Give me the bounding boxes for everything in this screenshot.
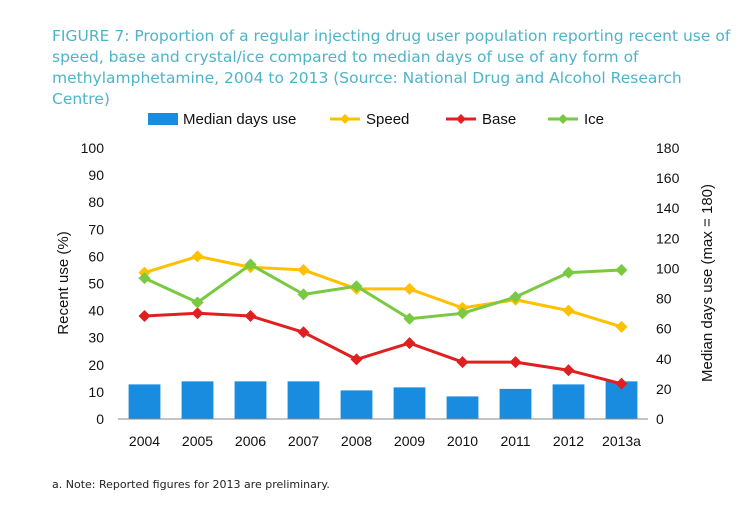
legend-label-speed: Speed	[366, 111, 409, 128]
point-ice	[297, 288, 310, 301]
point-base	[456, 356, 469, 369]
x-tick-label: 2006	[235, 433, 266, 449]
x-tick-label: 2008	[341, 433, 372, 449]
point-ice	[562, 266, 575, 279]
y2-tick-label: 60	[656, 321, 672, 337]
point-ice	[244, 258, 257, 271]
x-tick-label: 2009	[394, 433, 425, 449]
point-base	[138, 310, 151, 323]
point-ice	[403, 312, 416, 325]
line-series	[138, 250, 628, 390]
y2-tick-label: 40	[656, 351, 672, 367]
point-ice	[138, 272, 151, 285]
bar	[552, 384, 585, 419]
point-base	[509, 356, 522, 369]
y2-tick-label: 140	[656, 200, 680, 216]
legend-label-base: Base	[482, 111, 516, 128]
series-line-speed	[144, 254, 622, 329]
point-base	[562, 364, 575, 377]
point-ice	[615, 263, 628, 276]
y-tick-label: 70	[88, 221, 104, 237]
legend-swatch-median-days-use	[148, 113, 178, 125]
footnote: a. Note: Reported figures for 2013 are p…	[52, 478, 330, 491]
bar	[499, 388, 532, 419]
x-tick-label: 2012	[553, 433, 584, 449]
tick-labels: 0 10 20 30 40 50 60 70 80 90 100 0 20 40 60 80 100 120 140…	[81, 140, 680, 449]
point-ice	[191, 296, 204, 309]
point-speed	[615, 320, 628, 333]
y-tick-label: 30	[88, 330, 104, 346]
x-tick-label: 2005	[182, 433, 213, 449]
legend-label-ice: Ice	[584, 111, 604, 128]
y-tick-label: 10	[88, 384, 104, 400]
series-line-ice	[143, 263, 622, 321]
bar	[181, 381, 214, 419]
y-tick-label: 90	[88, 167, 104, 183]
y2-tick-label: 0	[656, 411, 664, 427]
legend: Median days use Speed Base Ice	[148, 111, 604, 128]
y2-tick-label: 160	[656, 170, 680, 186]
y2-tick-label: 120	[656, 230, 680, 246]
bar-series-median-days-use	[128, 381, 638, 419]
y2-tick-label: 20	[656, 381, 672, 397]
x-tick-label: 2010	[447, 433, 478, 449]
legend-swatch-speed	[330, 114, 360, 124]
point-ice	[456, 307, 469, 320]
legend-swatch-base	[446, 114, 476, 124]
y2-tick-label: 180	[656, 140, 680, 156]
chart-title: FIGURE 7: Proportion of a regular inject…	[52, 27, 731, 108]
y-tick-label: 100	[81, 140, 105, 156]
point-speed	[297, 263, 310, 276]
bar	[393, 387, 426, 419]
point-ice	[509, 291, 522, 304]
x-tick-label: 2011	[500, 433, 530, 449]
y-tick-label: 20	[88, 357, 104, 373]
point-base	[244, 310, 257, 323]
y-axis-title: Recent use (%)	[55, 231, 72, 334]
y-tick-label: 60	[88, 248, 104, 264]
point-speed	[562, 304, 575, 317]
legend-label-median-days-use: Median days use	[183, 111, 296, 128]
bar	[340, 390, 373, 419]
bar	[234, 381, 267, 419]
point-speed	[403, 282, 416, 295]
bar	[128, 384, 161, 419]
series-line-base	[144, 311, 622, 386]
y-tick-label: 50	[88, 276, 104, 292]
y-tick-label: 40	[88, 303, 104, 319]
y2-axis-title: Median days use (max = 180)	[699, 184, 716, 382]
point-base	[297, 326, 310, 339]
point-speed	[191, 250, 204, 263]
point-base	[615, 377, 628, 390]
y2-tick-label: 80	[656, 291, 672, 307]
point-base	[403, 337, 416, 350]
x-tick-label: 2013a	[602, 433, 641, 449]
y-tick-label: 0	[96, 411, 104, 427]
y-tick-label: 80	[88, 194, 104, 210]
point-base	[350, 353, 363, 366]
point-ice	[350, 280, 363, 293]
y2-tick-label: 100	[656, 260, 680, 276]
point-base	[191, 307, 204, 320]
x-tick-label: 2007	[288, 433, 319, 449]
bar	[446, 396, 479, 419]
bar	[287, 381, 320, 419]
x-tick-label: 2004	[129, 433, 160, 449]
legend-swatch-ice	[548, 114, 578, 124]
